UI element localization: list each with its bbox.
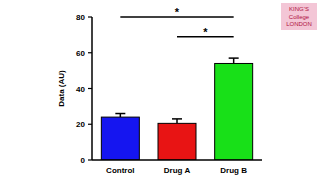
error-cap	[229, 57, 239, 59]
error-cap	[172, 118, 182, 120]
significance-label: *	[203, 26, 208, 38]
y-tick	[88, 16, 92, 17]
logo-text: College	[289, 14, 310, 20]
y-tick	[88, 88, 92, 89]
logo-text: LONDON	[286, 21, 312, 27]
bar	[215, 63, 253, 160]
error-bar	[233, 58, 235, 63]
y-tick	[88, 52, 92, 53]
x-tick-label: Control	[106, 166, 134, 175]
bar	[158, 123, 196, 160]
bar	[101, 117, 139, 160]
error-cap	[115, 113, 125, 115]
bars	[101, 58, 252, 160]
y-tick-label: 40	[76, 85, 85, 94]
y-axis-label: Data (AU)	[57, 70, 66, 107]
x-tick-label: Drug A	[164, 166, 191, 175]
y-tick-label: 20	[76, 120, 85, 129]
x-tick-label: Drug B	[220, 166, 247, 175]
y-tick	[88, 159, 92, 160]
x-axis	[92, 159, 262, 161]
y-tick	[88, 124, 92, 125]
chart: 0 20 40 60 80 Control Drug A Drug B Data (AU) * * K…	[0, 0, 320, 180]
y-tick-label: 80	[76, 13, 85, 22]
significance-label: *	[175, 6, 180, 18]
y-tick-label: 0	[81, 156, 86, 165]
logo-box	[281, 3, 317, 30]
y-tick-label: 60	[76, 49, 85, 58]
logo-text: KING'S	[289, 6, 309, 12]
